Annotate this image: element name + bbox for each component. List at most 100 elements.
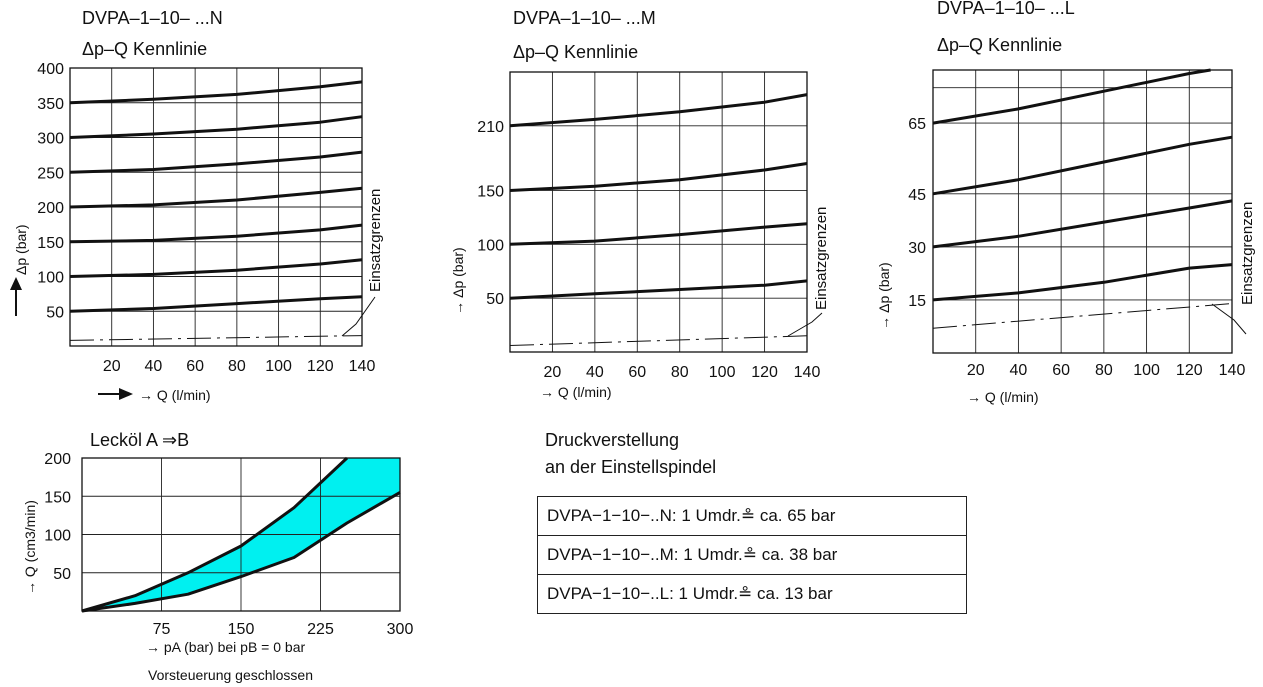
x-tick-label: 20: [967, 362, 985, 379]
x-tick-label: 140: [1219, 362, 1246, 379]
plot-frame: [509, 71, 808, 353]
series-line: [932, 68, 1211, 125]
x-tick-label: 120: [1176, 362, 1203, 379]
series-line: [69, 258, 363, 278]
y-tick-label: 100: [37, 270, 64, 287]
x-tick-label: 60: [1052, 362, 1070, 379]
x-tick-label: 80: [671, 364, 689, 381]
druck-row-n: DVPA−1−10−..N: 1 Umdr.≗ ca. 65 bar: [537, 496, 967, 536]
x-tick-label: 60: [628, 364, 646, 381]
chart-m-leader-line: [787, 312, 823, 337]
chart-leak-xlabel: → pA (bar) bei pB = 0 bar: [146, 639, 305, 655]
series-line-limit: [509, 335, 808, 346]
x-tick-label: 120: [751, 364, 778, 381]
y-tick-label: 50: [53, 566, 71, 583]
chart-leak-caption: Vorsteuerung geschlossen: [148, 667, 313, 683]
chart-m-subtitle: Δp–Q Kennlinie: [513, 42, 638, 62]
series-line: [69, 295, 363, 313]
y-tick-label: 210: [477, 119, 504, 136]
y-tick-label: 200: [44, 451, 71, 468]
druck-cell-m: DVPA−1−10−..M: 1 Umdr.≗ ca. 38 bar: [537, 535, 967, 575]
series-line: [932, 199, 1233, 249]
series-line-limit: [69, 335, 363, 341]
series-line: [69, 150, 363, 174]
y-tick-label: 100: [44, 528, 71, 545]
series-line: [509, 93, 808, 128]
chart-n-y-arrow: [10, 277, 22, 316]
druck-title-line2: an der Einstellspindel: [545, 457, 717, 477]
chart-n-title: DVPA–1–10– ...N: [82, 8, 223, 28]
x-tick-label: 40: [586, 364, 604, 381]
chart-l: DVPA–1–10– ...L Δp–Q Kennlinie 15 30 45 65 2…: [876, 0, 1256, 405]
druck-cell-n: DVPA−1−10−..N: 1 Umdr.≗ ca. 65 bar: [537, 496, 967, 536]
series-line: [509, 162, 808, 192]
x-tick-label: 150: [228, 621, 255, 638]
chart-n-leader-line: [341, 296, 376, 337]
x-tick-label: 20: [544, 364, 562, 381]
y-tick-label: 65: [908, 116, 926, 133]
chart-m-xlabel: → Q (l/min): [540, 384, 612, 400]
series-line: [509, 222, 808, 246]
chart-m-side-label: Einsatzgrenzen: [813, 207, 830, 310]
x-tick-label: 140: [349, 358, 376, 375]
leakage-curve: [81, 456, 349, 613]
druck-table: DVPA−1−10−..N: 1 Umdr.≗ ca. 65 bar DVPA−…: [537, 496, 967, 614]
chart-m: DVPA–1–10– ...M Δp–Q Kennlinie 50 100 150 2…: [450, 8, 830, 400]
series-line: [509, 279, 808, 300]
chart-l-plot: 15 30 45 65 20 40 60 80 100 120 140: [908, 68, 1246, 379]
chart-n-xlabel: → Q (l/min): [139, 387, 211, 403]
y-tick-label: 50: [46, 304, 64, 321]
series-line: [932, 135, 1233, 196]
chart-l-leader-line: [1211, 303, 1247, 335]
x-tick-label: 100: [1133, 362, 1160, 379]
series-line: [69, 115, 363, 139]
series-line: [932, 263, 1233, 302]
x-tick-label: 40: [1010, 362, 1028, 379]
druck-title-line1: Druckverstellung: [545, 430, 680, 450]
x-tick-label: 100: [265, 358, 292, 375]
y-tick-label: 30: [908, 240, 926, 257]
chart-m-plot: 50 100 150 210 20 40 60 80 100 120 140: [477, 71, 821, 381]
series-line: [69, 80, 363, 105]
chart-l-ylabel: → Δp (bar): [876, 262, 892, 330]
x-tick-label: 20: [103, 358, 121, 375]
x-tick-label: 100: [709, 364, 736, 381]
plot-frame: [81, 457, 401, 612]
druck-row-m: DVPA−1−10−..M: 1 Umdr.≗ ca. 38 bar: [537, 535, 967, 575]
x-tick-label: 80: [1095, 362, 1113, 379]
y-tick-label: 200: [37, 200, 64, 217]
chart-m-ylabel: → Δp (bar): [450, 247, 466, 315]
x-tick-label: 80: [228, 358, 246, 375]
x-tick-label: 40: [145, 358, 163, 375]
chart-n: DVPA–1–10– ...N Δp–Q Kennlinie 50 100 150 2…: [10, 8, 384, 403]
y-tick-label: 15: [908, 293, 926, 310]
y-tick-label: 350: [37, 96, 64, 113]
chart-leak-title: Lecköl A ⇒B: [90, 430, 189, 450]
series-line-limit: [932, 303, 1233, 329]
y-tick-label: 150: [37, 235, 64, 252]
chart-leak: Lecköl A ⇒B 50 100 150 200 75 150 225 300 → Q (…: [22, 430, 413, 683]
chart-n-subtitle: Δp–Q Kennlinie: [82, 39, 207, 59]
x-tick-label: 75: [153, 621, 171, 638]
x-tick-label: 60: [186, 358, 204, 375]
y-tick-label: 250: [37, 165, 64, 182]
druck-row-l: DVPA−1−10−..L: 1 Umdr.≗ ca. 13 bar: [537, 574, 967, 614]
chart-l-title: DVPA–1–10– ...L: [937, 0, 1075, 18]
chart-n-ylabel: Δp (bar): [13, 224, 29, 275]
y-tick-label: 400: [37, 61, 64, 78]
series-line: [69, 223, 363, 244]
chart-leak-plot: 50 100 150 200 75 150 225 300: [44, 451, 413, 638]
x-tick-label: 225: [307, 621, 334, 638]
plot-frame: [932, 69, 1233, 354]
y-tick-label: 150: [44, 489, 71, 506]
chart-l-xlabel: → Q (l/min): [967, 389, 1039, 405]
x-tick-label: 140: [794, 364, 821, 381]
x-tick-label: 120: [307, 358, 334, 375]
chart-l-subtitle: Δp–Q Kennlinie: [937, 35, 1062, 55]
y-tick-label: 50: [486, 291, 504, 308]
x-tick-label: 300: [387, 621, 414, 638]
chart-leak-ylabel: → Q (cm3/min): [22, 500, 38, 595]
y-tick-label: 100: [477, 237, 504, 254]
y-tick-label: 150: [477, 183, 504, 200]
